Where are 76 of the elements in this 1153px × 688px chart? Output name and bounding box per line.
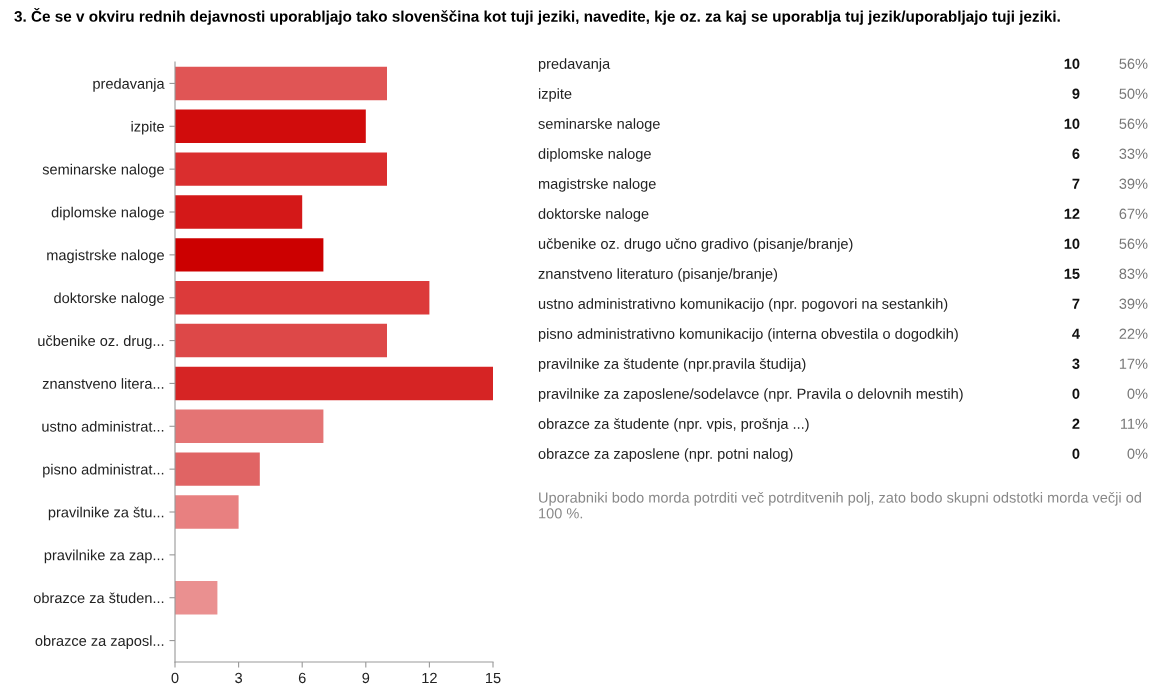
text: 3 xyxy=(1072,358,1080,369)
text: 10 xyxy=(1064,238,1080,249)
y-tick-label: doktorske naloge xyxy=(54,292,164,307)
bar xyxy=(175,452,260,486)
bar xyxy=(175,281,430,315)
text: ustno administrativno komunikacijo (npr. pogovori na sestankih) xyxy=(538,298,948,312)
text: 10 xyxy=(1064,58,1080,69)
y-tick-label: pravilnike za zap... xyxy=(44,549,164,564)
y-tick-label: obrazce za študen... xyxy=(33,592,164,604)
text: izpite xyxy=(538,88,572,102)
y-tick-label: pravilnike za štu... xyxy=(48,506,164,521)
y-tick-label: izpite xyxy=(131,121,164,135)
text: diplomske naloge xyxy=(538,148,651,162)
text: znanstveno literaturo (pisanje/branje) xyxy=(538,268,778,282)
text: 39% xyxy=(1119,298,1148,309)
text: 4 xyxy=(1072,328,1080,339)
text: 56% xyxy=(1119,238,1148,249)
text: 56% xyxy=(1119,58,1148,69)
text: pravilnike za zaposlene/sodelavce (npr. Pravila o delovnih mestih) xyxy=(538,388,963,402)
x-tick-label: 12 xyxy=(422,672,437,683)
text: 3. Če se v okviru rednih dejavnosti uporabljajo tako slovenščina kot tuji jeziki, navedite, kje oz. za kaj se uporablja tuj jezik/uporabljajo tuji jeziki. xyxy=(14,8,1060,25)
bar xyxy=(175,366,493,401)
text: 9 xyxy=(1072,88,1080,99)
text: 50% xyxy=(1119,88,1148,99)
bar xyxy=(175,323,387,358)
text: pisno administrativno komunikacijo (interna obvestila o dogodkih) xyxy=(538,328,958,342)
text: 2 xyxy=(1072,418,1080,429)
y-tick-label: seminarske naloge xyxy=(42,163,164,178)
text: predavanja xyxy=(538,58,611,72)
text: magistrske naloge xyxy=(538,178,656,192)
text: 33% xyxy=(1119,148,1148,159)
text: 56% xyxy=(1119,118,1148,129)
x-tick-label: 9 xyxy=(362,672,370,684)
x-tick-label: 15 xyxy=(486,672,501,684)
bar xyxy=(175,581,218,615)
text: 0% xyxy=(1127,448,1148,459)
bar xyxy=(175,238,324,272)
text: pravilnike za študente (npr.pravila študija) xyxy=(538,358,806,372)
text: 0 xyxy=(1072,388,1080,399)
bar xyxy=(175,495,239,529)
y-tick-label: magistrske naloge xyxy=(47,249,164,264)
text: 15 xyxy=(1064,268,1080,279)
text: 39% xyxy=(1119,178,1148,189)
text: 0% xyxy=(1127,388,1148,399)
text: obrazce za študente (npr. vpis, prošnja ...) xyxy=(538,418,809,432)
text: obrazce za zaposlene (npr. potni nalog) xyxy=(538,448,793,462)
text: 6 xyxy=(1072,148,1080,159)
text: Uporabniki bodo morda potrditi več potrditvenih polj, zato bodo skupni odstotki morda večji od 100 %. xyxy=(539,492,1141,519)
bar xyxy=(175,109,366,143)
text: 12 xyxy=(1064,208,1080,219)
text: 11% xyxy=(1121,418,1148,429)
y-tick-label: pisno administrat... xyxy=(43,463,164,478)
y-tick-label: znanstveno litera... xyxy=(42,378,164,389)
text: 7 xyxy=(1072,178,1080,189)
text: 83% xyxy=(1119,268,1148,279)
text: 7 xyxy=(1072,298,1080,309)
bar xyxy=(175,409,324,443)
text: doktorske naloge xyxy=(538,208,649,222)
y-tick-label: ustno administrat... xyxy=(42,421,164,432)
y-tick-label: diplomske naloge xyxy=(51,206,164,221)
text: učbenike oz. drugo učno gradivo (pisanje/branje) xyxy=(538,238,853,252)
text: 10 xyxy=(1064,118,1080,129)
y-tick-label: predavanja xyxy=(93,78,165,92)
text: seminarske naloge xyxy=(538,118,660,132)
bar xyxy=(175,152,387,186)
bar xyxy=(175,66,387,101)
text: 17% xyxy=(1119,358,1148,369)
y-tick-label: obrazce za zaposl... xyxy=(35,635,164,649)
x-tick-label: 6 xyxy=(298,672,306,684)
x-tick-label: 0 xyxy=(171,672,179,684)
text: 67% xyxy=(1119,208,1148,219)
text: 0 xyxy=(1072,448,1080,459)
x-tick-label: 3 xyxy=(235,672,243,684)
text: 22% xyxy=(1119,328,1148,339)
bar xyxy=(175,195,303,229)
y-tick-label: učbenike oz. drug... xyxy=(38,335,164,349)
